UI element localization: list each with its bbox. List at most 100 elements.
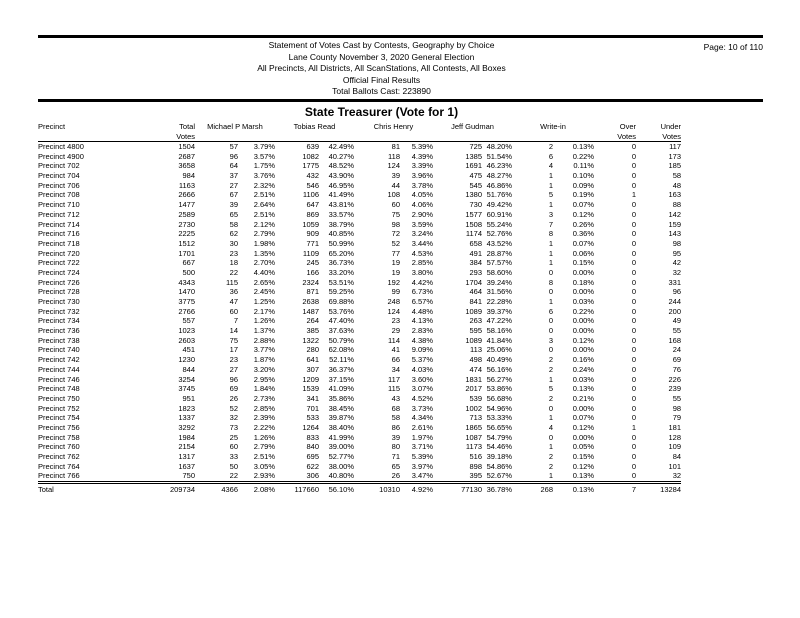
value-cell: 546 — [306, 180, 319, 190]
precinct-cell: Precinct 752 — [38, 403, 80, 413]
value-cell: 124 — [387, 306, 401, 316]
value-cell: 1 — [548, 238, 554, 248]
value-cell: 0 — [631, 161, 637, 171]
value-cell: 64 — [229, 161, 238, 171]
value-cell: 43.52% — [486, 238, 513, 248]
value-cell: 52 — [229, 403, 238, 413]
value-cell: 0 — [631, 355, 637, 365]
value-cell: 841 — [469, 297, 483, 306]
value-cell: 43 — [391, 393, 401, 403]
value-cell: 844 — [182, 364, 195, 374]
votes-table: Precinct Total Michael P Marsh Tobias Re… — [38, 122, 682, 496]
value-cell: 124 — [387, 161, 401, 171]
value-cell: 0.22% — [572, 306, 595, 316]
value-cell: 142 — [668, 209, 682, 219]
value-cell: 101 — [668, 461, 682, 471]
value-cell: 22.28% — [486, 297, 513, 306]
value-cell: 41 — [391, 345, 401, 355]
value-cell: 2.51% — [253, 209, 275, 219]
value-cell: 771 — [306, 238, 319, 248]
value-cell: 1002 — [465, 403, 483, 413]
value-cell: 713 — [469, 413, 483, 423]
value-cell: 60 — [391, 200, 401, 210]
value-cell: 0 — [631, 229, 637, 239]
value-cell: 2.65% — [253, 277, 275, 287]
value-cell: 1059 — [302, 219, 319, 229]
value-cell: 1.35% — [253, 248, 275, 258]
value-cell: 40.49% — [486, 355, 513, 365]
value-cell: 84 — [672, 452, 682, 461]
value-cell: 36 — [229, 287, 238, 297]
value-cell: 3.05% — [253, 461, 275, 471]
table-row: Precinct 728 1470 36 2.45% 871 59.25% 99 6.73% 4… — [38, 287, 681, 297]
value-cell: 3.47% — [411, 471, 434, 481]
value-cell: 6 — [548, 151, 554, 161]
value-cell: 55.24% — [486, 219, 513, 229]
value-cell: 0 — [631, 248, 637, 258]
value-cell: 57 — [229, 142, 238, 151]
value-cell: 869 — [306, 209, 319, 219]
value-cell: 13284 — [660, 485, 682, 495]
value-cell: 50.79% — [328, 335, 355, 345]
value-cell: 69.88% — [328, 297, 355, 306]
value-cell: 3.78% — [411, 180, 434, 190]
value-cell: 1 — [548, 471, 554, 481]
value-cell: 2 — [548, 461, 554, 471]
precinct-cell: Precinct 706 — [38, 180, 80, 190]
value-cell: 1.37% — [253, 326, 275, 336]
value-cell: 71 — [391, 452, 401, 461]
value-cell: 23 — [229, 248, 238, 258]
value-cell: 2 — [548, 355, 554, 365]
value-cell: 1 — [548, 442, 554, 452]
value-cell: 1 — [631, 190, 637, 200]
value-cell: 113 — [470, 345, 483, 355]
value-cell: 173 — [668, 151, 682, 161]
value-cell: 40.85% — [328, 229, 355, 239]
precinct-cell: Precinct 754 — [38, 413, 80, 423]
value-cell: 44 — [391, 180, 401, 190]
value-cell: 41.49% — [328, 190, 355, 200]
value-cell: 48 — [672, 180, 682, 190]
value-cell: 37.15% — [328, 374, 355, 384]
value-cell: 2.83% — [411, 326, 434, 336]
value-cell: 14 — [229, 326, 238, 336]
value-cell: 1.87% — [253, 355, 275, 365]
value-cell: 65.20% — [328, 248, 355, 258]
value-cell: 37 — [229, 171, 238, 181]
value-cell: 200 — [668, 306, 682, 316]
value-cell: 239 — [668, 384, 682, 394]
value-cell: 622 — [306, 461, 319, 471]
value-cell: 46.86% — [486, 180, 513, 190]
value-cell: 0.13% — [572, 471, 595, 481]
value-cell: 385 — [306, 326, 319, 336]
value-cell: 60 — [229, 442, 238, 452]
table-row: Precinct 736 1023 14 1.37% 385 37.63% 29 2.83% 5… — [38, 326, 681, 336]
value-cell: 1 — [548, 374, 554, 384]
value-cell: 1704 — [465, 277, 483, 287]
header-top-rule — [38, 35, 763, 38]
value-cell: 6 — [548, 306, 554, 316]
value-cell: 4.52% — [411, 393, 434, 403]
value-cell: 5.37% — [411, 355, 434, 365]
precinct-cell: Precinct 736 — [38, 326, 80, 336]
table-row: Precinct 750 951 26 2.73% 341 35.86% 43 4.52% 53… — [38, 394, 681, 404]
table-row: Precinct 730 3775 47 1.25% 2638 69.88% 248 6.57… — [38, 297, 681, 307]
value-cell: 0.00% — [572, 403, 595, 413]
value-cell: 0 — [631, 306, 637, 316]
value-cell: 0.15% — [572, 258, 595, 268]
table-row: Precinct 742 1230 23 1.87% 641 52.11% 66 5.37% 4… — [38, 355, 681, 365]
value-cell: 4.39% — [411, 151, 434, 161]
table-row: Precinct 740 451 17 3.77% 280 62.08% 41 9.09% 11… — [38, 345, 681, 355]
value-cell: 2.61% — [411, 422, 434, 432]
precinct-cell: Precinct 716 — [38, 229, 80, 239]
value-cell: 75 — [229, 335, 238, 345]
precinct-cell: Precinct 704 — [38, 171, 80, 181]
value-cell: 5 — [548, 190, 554, 200]
precinct-cell: Precinct 766 — [38, 471, 80, 481]
value-cell: 1470 — [178, 287, 195, 297]
value-cell: 0 — [631, 452, 637, 461]
value-cell: 730 — [469, 200, 483, 210]
value-cell: 109 — [668, 442, 682, 452]
value-cell: 53.33% — [486, 413, 513, 423]
value-cell: 1082 — [302, 151, 319, 161]
